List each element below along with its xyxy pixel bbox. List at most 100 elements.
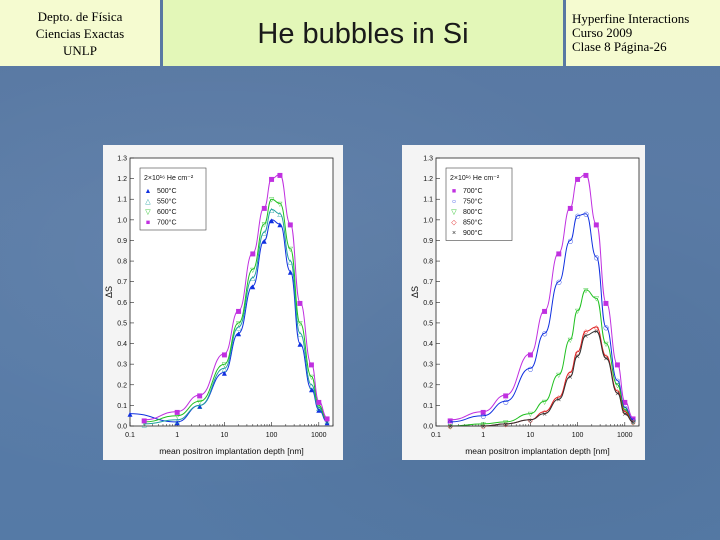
data-point: ▽ — [175, 412, 180, 420]
data-point: ■ — [250, 249, 256, 257]
data-point: ▲ — [325, 418, 330, 426]
y-tick-label: 1.1 — [423, 197, 433, 204]
data-point: ◇ — [631, 418, 636, 426]
data-point: △ — [142, 420, 147, 428]
data-point: ▽ — [262, 220, 267, 228]
data-point: ■ — [197, 392, 203, 400]
data-point: ◇ — [542, 408, 547, 416]
data-point: ○ — [528, 365, 534, 373]
data-point: ▲ — [309, 385, 314, 393]
data-point: △ — [316, 404, 321, 412]
y-tick-label: 0.4 — [117, 341, 127, 348]
series-curve — [450, 289, 634, 427]
data-point: ◇ — [568, 369, 573, 377]
legend-entry: 500°C — [157, 187, 177, 195]
data-point: ■ — [236, 307, 242, 315]
legend-marker: × — [452, 230, 456, 237]
data-point: △ — [197, 402, 202, 410]
y-axis-label: ΔS — [410, 286, 420, 298]
data-point: ▽ — [288, 245, 293, 253]
data-point: × — [556, 396, 561, 404]
data-point: ■ — [287, 220, 293, 228]
legend-marker: ▽ — [145, 209, 151, 216]
data-point: × — [503, 420, 508, 428]
data-point: ■ — [261, 204, 267, 212]
data-point: ▽ — [615, 381, 620, 389]
chart-panel-1: 0.00.10.20.30.40.50.60.70.80.91.01.11.21… — [103, 145, 343, 460]
data-point: ▲ — [262, 237, 267, 245]
legend-marker: ○ — [452, 199, 456, 206]
data-point: ■ — [630, 414, 636, 422]
data-point: ▽ — [142, 418, 147, 426]
data-point: ○ — [603, 324, 609, 332]
data-point: ▽ — [503, 418, 508, 426]
x-tick-label: 0.1 — [125, 432, 135, 439]
title-box: He bubbles in Si — [163, 0, 563, 66]
series-curve — [144, 198, 328, 423]
data-point: ◇ — [575, 348, 580, 356]
data-point: × — [594, 328, 599, 336]
course-line: Hyperfine Interactions — [572, 11, 690, 26]
data-point: ■ — [567, 204, 573, 212]
data-point: ■ — [575, 175, 581, 183]
x-tick-label: 1000 — [311, 432, 327, 439]
data-point: ○ — [622, 404, 628, 412]
data-point: ■ — [269, 175, 275, 183]
data-point: ▽ — [631, 418, 636, 426]
data-point: ○ — [480, 412, 486, 420]
y-tick-label: 0.1 — [117, 403, 127, 410]
data-point: ■ — [480, 408, 486, 416]
y-tick-label: 0.6 — [117, 300, 127, 307]
fluence-annotation: 2×10¹⁶ He cm⁻² — [450, 175, 500, 182]
data-point: ■ — [593, 220, 599, 228]
data-point: ■ — [622, 398, 628, 406]
legend-entry: 700°C — [463, 187, 483, 195]
institution-line: UNLP — [63, 42, 97, 58]
data-point: ▽ — [325, 416, 330, 424]
data-point: ▲ — [298, 340, 303, 348]
data-point: × — [528, 416, 533, 424]
y-tick-label: 0.3 — [117, 362, 127, 369]
data-point: ▽ — [197, 398, 202, 406]
data-point: ◇ — [583, 328, 588, 336]
data-point: ▲ — [222, 369, 227, 377]
legend-entry: 800°C — [463, 208, 483, 216]
data-point: ○ — [583, 210, 589, 218]
y-tick-label: 0.9 — [117, 238, 127, 245]
data-point: ▽ — [542, 398, 547, 406]
legend-marker: ▽ — [451, 209, 457, 216]
data-point: ■ — [503, 392, 509, 400]
data-point: ○ — [542, 330, 548, 338]
legend-entry: 900°C — [463, 229, 483, 237]
y-tick-label: 1.3 — [117, 156, 127, 163]
data-point: △ — [262, 229, 267, 237]
x-tick-label: 100 — [266, 432, 278, 439]
x-tick-label: 1 — [175, 432, 179, 439]
data-point: ○ — [630, 416, 636, 424]
legend-entry: 750°C — [463, 198, 483, 206]
data-point: ▽ — [622, 406, 627, 414]
data-point: × — [575, 352, 580, 360]
data-point: × — [603, 354, 608, 362]
data-point: ■ — [583, 171, 589, 179]
legend-marker: △ — [145, 199, 151, 206]
data-point: × — [615, 390, 620, 398]
y-tick-label: 0.7 — [117, 279, 127, 286]
data-point: ▲ — [175, 418, 180, 426]
y-tick-label: 1.0 — [117, 217, 127, 224]
y-tick-label: 1.3 — [423, 156, 433, 163]
data-point: ▽ — [269, 196, 274, 204]
data-point: △ — [298, 330, 303, 338]
data-point: × — [542, 410, 547, 418]
x-tick-label: 1 — [481, 432, 485, 439]
data-point: ○ — [567, 237, 573, 245]
y-tick-label: 1.2 — [423, 176, 433, 183]
data-point: ◇ — [594, 324, 599, 332]
legend-marker: ■ — [452, 188, 456, 195]
data-point: ○ — [575, 212, 581, 220]
data-point: ▲ — [128, 410, 133, 418]
data-point: ○ — [615, 377, 621, 385]
data-point: ▽ — [604, 340, 609, 348]
legend-marker: ◇ — [451, 220, 457, 227]
